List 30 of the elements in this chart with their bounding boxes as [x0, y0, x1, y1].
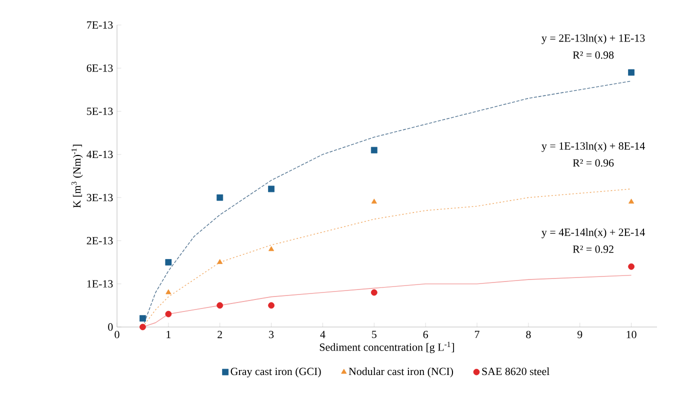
x-tick-label: 6	[423, 330, 428, 338]
x-tick-label: 1	[166, 330, 171, 338]
x-tick-label: 10	[626, 330, 636, 338]
x-tick-label: 8	[526, 330, 531, 338]
x-axis-title: Sediment concentration [g L$^{-1}$]	[320, 342, 454, 354]
y-tick-label: 3E-13	[86, 194, 113, 202]
x-tick-label: 9	[577, 330, 582, 338]
y-axis-title: K [m$^{3}$ (Nm)$^{-1}$]	[71, 144, 83, 208]
legend-label: Gray cast iron (GCI)	[230, 367, 321, 378]
y-tick-label: 6E-13	[86, 64, 113, 72]
y-tick-label: 7E-13	[87, 21, 113, 29]
annotation: y = 1E-13ln(x) + 8E-14	[542, 142, 645, 152]
legend-label: SAE 8620 steel	[482, 367, 550, 376]
x-tick-label: 7	[474, 330, 480, 338]
y-tick-label: 4E-13	[86, 150, 113, 158]
annotation: R² = 0.92	[572, 246, 614, 253]
y-tick-label: 0	[108, 323, 113, 331]
annotation: R² = 0.98	[572, 51, 614, 59]
x-tick-label: 5	[372, 330, 376, 338]
y-tick-label: 1E-13	[87, 280, 113, 288]
y-tick-label: 2E-13	[86, 237, 113, 244]
annotation: y = 4E-14ln(x) + 2E-14	[542, 228, 645, 238]
annotation: y = 2E-13ln(x) + 1E-13	[542, 34, 645, 44]
x-tick-label: 0	[114, 330, 120, 338]
x-tick-label: 4	[320, 330, 326, 338]
y-tick-label: 5E-13	[87, 108, 113, 115]
x-tick-label: 3	[269, 330, 274, 338]
x-tick-label: 2	[218, 330, 222, 338]
annotation: R² = 0.96	[572, 159, 614, 167]
legend-label: Nodular cast iron (NCI)	[348, 367, 454, 378]
